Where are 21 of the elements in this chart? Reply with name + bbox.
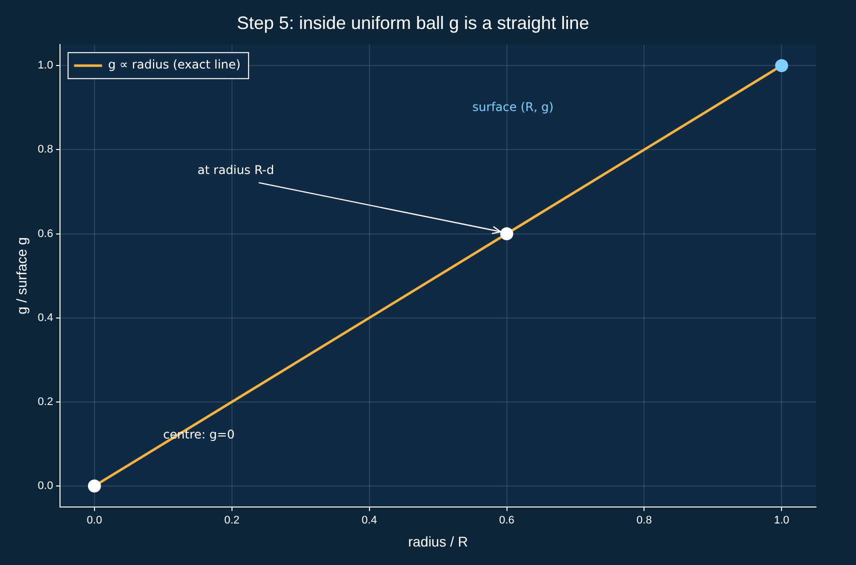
y-tick-label: 0.4 [38,312,54,324]
point [88,479,101,492]
point [500,227,514,240]
y-tick-label: 0.2 [38,396,54,408]
y-tick-label: 1.0 [38,60,54,72]
y-tick-label: 0.0 [38,480,54,492]
chart-title: Step 5: inside uniform ball g is a straight line [236,12,590,33]
x-tick-label: 0.2 [224,514,240,527]
x-tick-label: 0.0 [86,514,102,527]
legend-label: g ∝ radius (exact line) [108,58,241,72]
x-axis-title: radius / R [408,533,468,550]
x-tick-label: 0.4 [362,514,377,527]
y-axis-title: g / surface g [13,237,30,314]
y-tick-label: 0.6 [38,228,54,240]
y-tick-label: 0.8 [38,144,54,156]
x-tick-label: 0.8 [636,514,652,527]
x-tick-label: 0.6 [499,514,514,527]
x-tick-label: 1.0 [774,514,790,527]
point [775,59,788,72]
annotation: surface (R, g) [472,100,554,114]
annotation: at radius R-d [198,162,274,177]
